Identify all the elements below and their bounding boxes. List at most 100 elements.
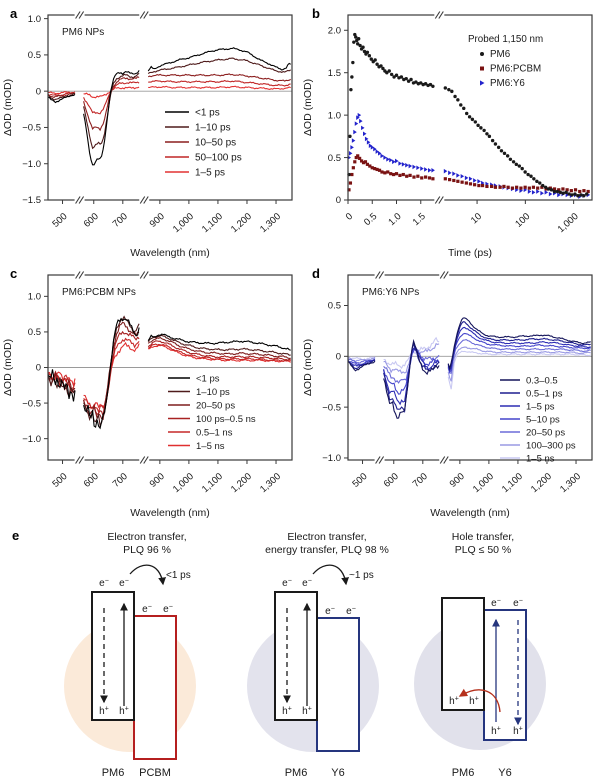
series-1–5 ps xyxy=(447,326,591,372)
carrier-label: h+ xyxy=(469,696,479,708)
y-tick-label: −0.5 xyxy=(22,398,41,409)
legend-label: 1–5 ps xyxy=(195,167,225,178)
series-1–10 ps xyxy=(147,57,291,75)
legend-label: 20–50 ps xyxy=(526,427,565,438)
series-1–10 ps xyxy=(83,72,140,150)
acceptor-name: Y6 xyxy=(331,767,344,779)
axis-break xyxy=(139,456,150,464)
y-tick-label: 0 xyxy=(36,363,41,374)
axis-break xyxy=(439,271,450,279)
x-axis-label: Wavelength (nm) xyxy=(130,507,210,519)
acceptor-name: PCBM xyxy=(139,767,171,779)
series-1–5 ns xyxy=(83,341,140,411)
panel-c-chart: 500 600 700 900 1,000 1,100 1,200 1,300 −1.0 −0.5… xyxy=(2,271,293,519)
x-tick-label: 1,000 xyxy=(171,211,196,235)
y-tick-label: 1.0 xyxy=(28,14,41,25)
legend-label: 1–10 ps xyxy=(196,387,230,398)
y-tick-label: 0.5 xyxy=(328,153,341,164)
carrier-label: h+ xyxy=(513,726,523,738)
donor-name: PM6 xyxy=(102,767,125,779)
carrier-label: e− xyxy=(99,578,109,590)
legend-label: 100–300 ps xyxy=(526,440,576,451)
series-100–300 ps xyxy=(447,346,591,382)
x-tick-label: 0 xyxy=(344,211,355,223)
carrier-label: h+ xyxy=(491,726,501,738)
acceptor-name: Y6 xyxy=(498,767,511,779)
axis-break xyxy=(74,271,85,279)
diagram-title-line2: energy transfer, PLQ 98 % xyxy=(265,544,389,556)
legend-label: 0.5–1 ps xyxy=(526,388,563,399)
series-<1 ps xyxy=(147,47,291,72)
carrier-label: e− xyxy=(119,578,129,590)
carrier-label: h+ xyxy=(302,706,312,718)
series-1–10 ps xyxy=(147,334,291,356)
carrier-label: h+ xyxy=(282,706,292,718)
panel-title: PM6:Y6 NPs xyxy=(362,287,419,298)
donor-level-box xyxy=(441,597,485,711)
x-tick-label: 500 xyxy=(50,211,69,230)
x-tick-label: 1,300 xyxy=(258,211,283,235)
plot-frame xyxy=(347,274,593,461)
legend-label: PM6:Y6 xyxy=(490,78,525,89)
x-tick-label: 900 xyxy=(148,471,167,490)
carrier-label: h+ xyxy=(449,696,459,708)
acceptor-level-box xyxy=(483,609,527,741)
legend: 0.3–0.5 0.5–1 ps 1–5 ps 5–10 ps 20–50 ps 100–… xyxy=(500,375,576,464)
x-tick-label: 600 xyxy=(382,471,401,490)
legend-label: 20–50 ps xyxy=(196,400,235,411)
series-0.5–1 ns xyxy=(147,343,292,363)
transfer-time-label: <1 ps xyxy=(166,570,191,581)
y-tick-label: 0 xyxy=(36,86,41,97)
legend-label: 1–10 ps xyxy=(195,122,231,133)
legend: <1 ps 1–10 ps 10–50 ps 50–100 ps 1–5 ps xyxy=(165,107,242,178)
legend-label: 0.5–1 ns xyxy=(196,427,233,438)
legend-marker xyxy=(480,52,484,56)
y-tick-label: 0.5 xyxy=(28,327,41,338)
x-axis-label: Time (ps) xyxy=(448,247,492,259)
x-tick-label: 500 xyxy=(350,471,369,490)
carrier-label: e− xyxy=(282,578,292,590)
carrier-label: e− xyxy=(513,598,523,610)
series-100 ps–0.5 ns xyxy=(147,340,291,361)
panel-label-a: a xyxy=(10,6,18,21)
legend-label: 5–10 ps xyxy=(526,414,560,425)
series-1–5 ps xyxy=(148,85,291,90)
y-tick-label: −0.5 xyxy=(22,123,41,134)
series-<1 ps xyxy=(47,369,76,402)
legend-label: PM6 xyxy=(490,49,511,60)
donor-level-box xyxy=(91,591,135,721)
legend: Probed 1,150 nm PM6 PM6:PCBM PM6:Y6 xyxy=(468,34,543,89)
x-tick-label: 1,100 xyxy=(200,471,225,495)
y-tick-label: 1.0 xyxy=(28,292,41,303)
series-10–50 ps xyxy=(47,92,76,99)
y-tick-label: −1.0 xyxy=(22,434,41,445)
x-tick-label: 1,200 xyxy=(229,471,254,495)
series-1–10 ps xyxy=(47,92,76,101)
diagram-title-line1: Electron transfer, xyxy=(287,531,366,543)
series-5–10 ps xyxy=(447,332,591,374)
acceptor-level-box xyxy=(133,615,177,760)
axis-break xyxy=(74,11,85,19)
series-<1 ps xyxy=(147,333,291,351)
legend-marker xyxy=(480,66,484,71)
series-group xyxy=(347,32,591,199)
x-tick-label: 1.0 xyxy=(386,211,403,228)
y-axis-label: ΔOD (mOD) xyxy=(2,339,14,396)
y-axis-label: ΔOD (mOD) xyxy=(302,79,314,136)
y-tick-label: 2.0 xyxy=(328,25,341,36)
series-<1 ps xyxy=(83,317,140,430)
axis-break xyxy=(374,271,385,279)
x-tick-label: 1,200 xyxy=(529,471,554,495)
series-PM6:Y6 xyxy=(347,112,591,199)
series-1–10 ps xyxy=(47,373,76,399)
carrier-label: h+ xyxy=(99,706,109,718)
diagram-title-line2: PLQ 96 % xyxy=(123,544,171,556)
panel-title: PM6 NPs xyxy=(62,27,104,38)
series-10–50 ps xyxy=(147,73,291,82)
series-<1 ps xyxy=(47,93,76,104)
plot-frame xyxy=(47,14,293,201)
y-axis-label: ΔOD (mOD) xyxy=(302,339,314,396)
x-tick-label: 1,000 xyxy=(556,211,581,235)
y-tick-label: 0 xyxy=(336,352,341,363)
x-tick-label: 10 xyxy=(469,211,484,226)
